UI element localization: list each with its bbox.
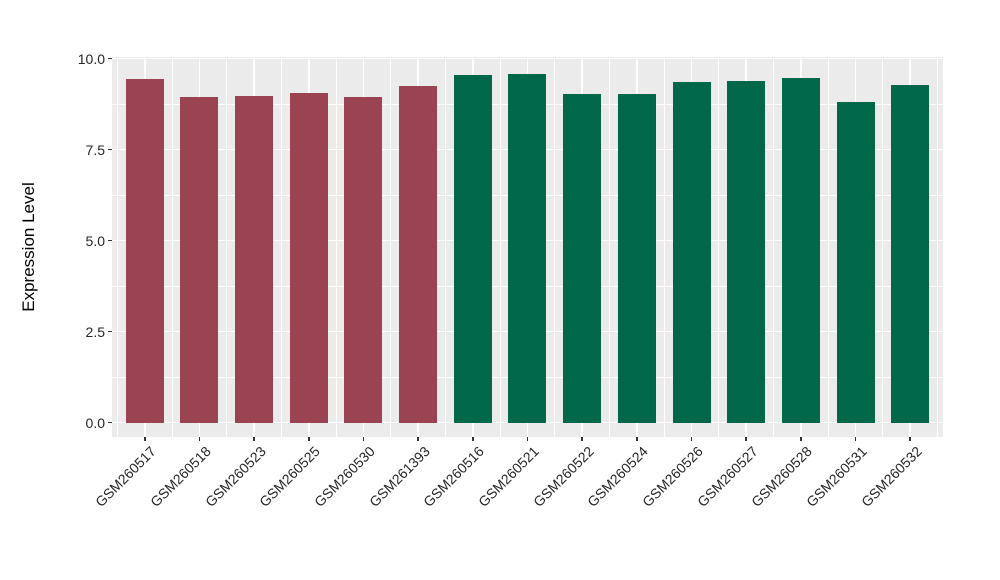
y-tick-mark [108,148,112,151]
y-tick-label: 0.0 [85,414,105,431]
x-tick-mark [308,437,310,441]
gridline-minor-v [281,57,282,437]
bar-GSM260516 [453,74,492,423]
y-tick-label: 2.5 [85,323,105,340]
x-tick-mark [253,437,255,441]
gridline-minor-v [773,57,774,437]
gridline-minor-v [827,57,829,437]
gridline-minor-v [718,57,720,437]
gridline-minor-v [171,57,173,437]
y-tick-mark [108,239,112,242]
x-tick-mark [800,437,802,441]
gridline-minor-v [499,57,501,437]
x-tick-mark [198,437,201,441]
x-tick-mark [690,437,693,441]
bar-GSM260517 [125,79,164,423]
y-tick-mark [108,421,112,424]
bar-GSM260521 [508,74,547,423]
gridline-minor-v [117,57,118,437]
x-tick-mark [417,437,419,441]
y-tick-label: 10.0 [77,50,105,67]
gridline-minor-v [554,57,556,437]
bar-GSM260525 [289,92,328,423]
x-tick-mark [362,437,365,441]
y-tick-mark [108,57,112,60]
x-tick-mark [745,437,747,441]
x-tick-mark [526,437,529,441]
gridline-minor-v [937,57,938,437]
x-tick-mark [144,437,146,441]
bar-GSM260531 [836,101,875,423]
bar-GSM260527 [727,81,766,423]
gridline-minor-v [226,57,228,437]
bar-GSM260523 [235,95,274,423]
bar-GSM261393 [399,86,438,423]
x-tick-mark [909,437,911,441]
y-tick-mark [108,330,112,333]
gridline-minor-v [663,57,665,437]
bar-GSM260524 [617,93,656,423]
x-tick-mark [472,437,474,441]
bar-GSM260526 [672,81,711,423]
x-tick-mark [636,437,638,441]
y-tick-label: 7.5 [85,141,105,158]
bar-GSM260532 [891,85,930,423]
gridline-minor-v [609,57,610,437]
bar-GSM260530 [344,97,383,423]
y-tick-label: 5.0 [85,232,105,249]
x-tick-mark [854,437,857,441]
bar-GSM260528 [781,78,820,423]
gridline-minor-v [882,57,884,437]
x-tick-mark [581,437,583,441]
gridline-minor-v [390,57,392,437]
gridline-minor-v [335,57,337,437]
plot-panel [112,57,943,437]
gridline-minor-v [445,57,446,437]
bar-GSM260518 [180,97,219,423]
bar-GSM260522 [563,93,602,423]
